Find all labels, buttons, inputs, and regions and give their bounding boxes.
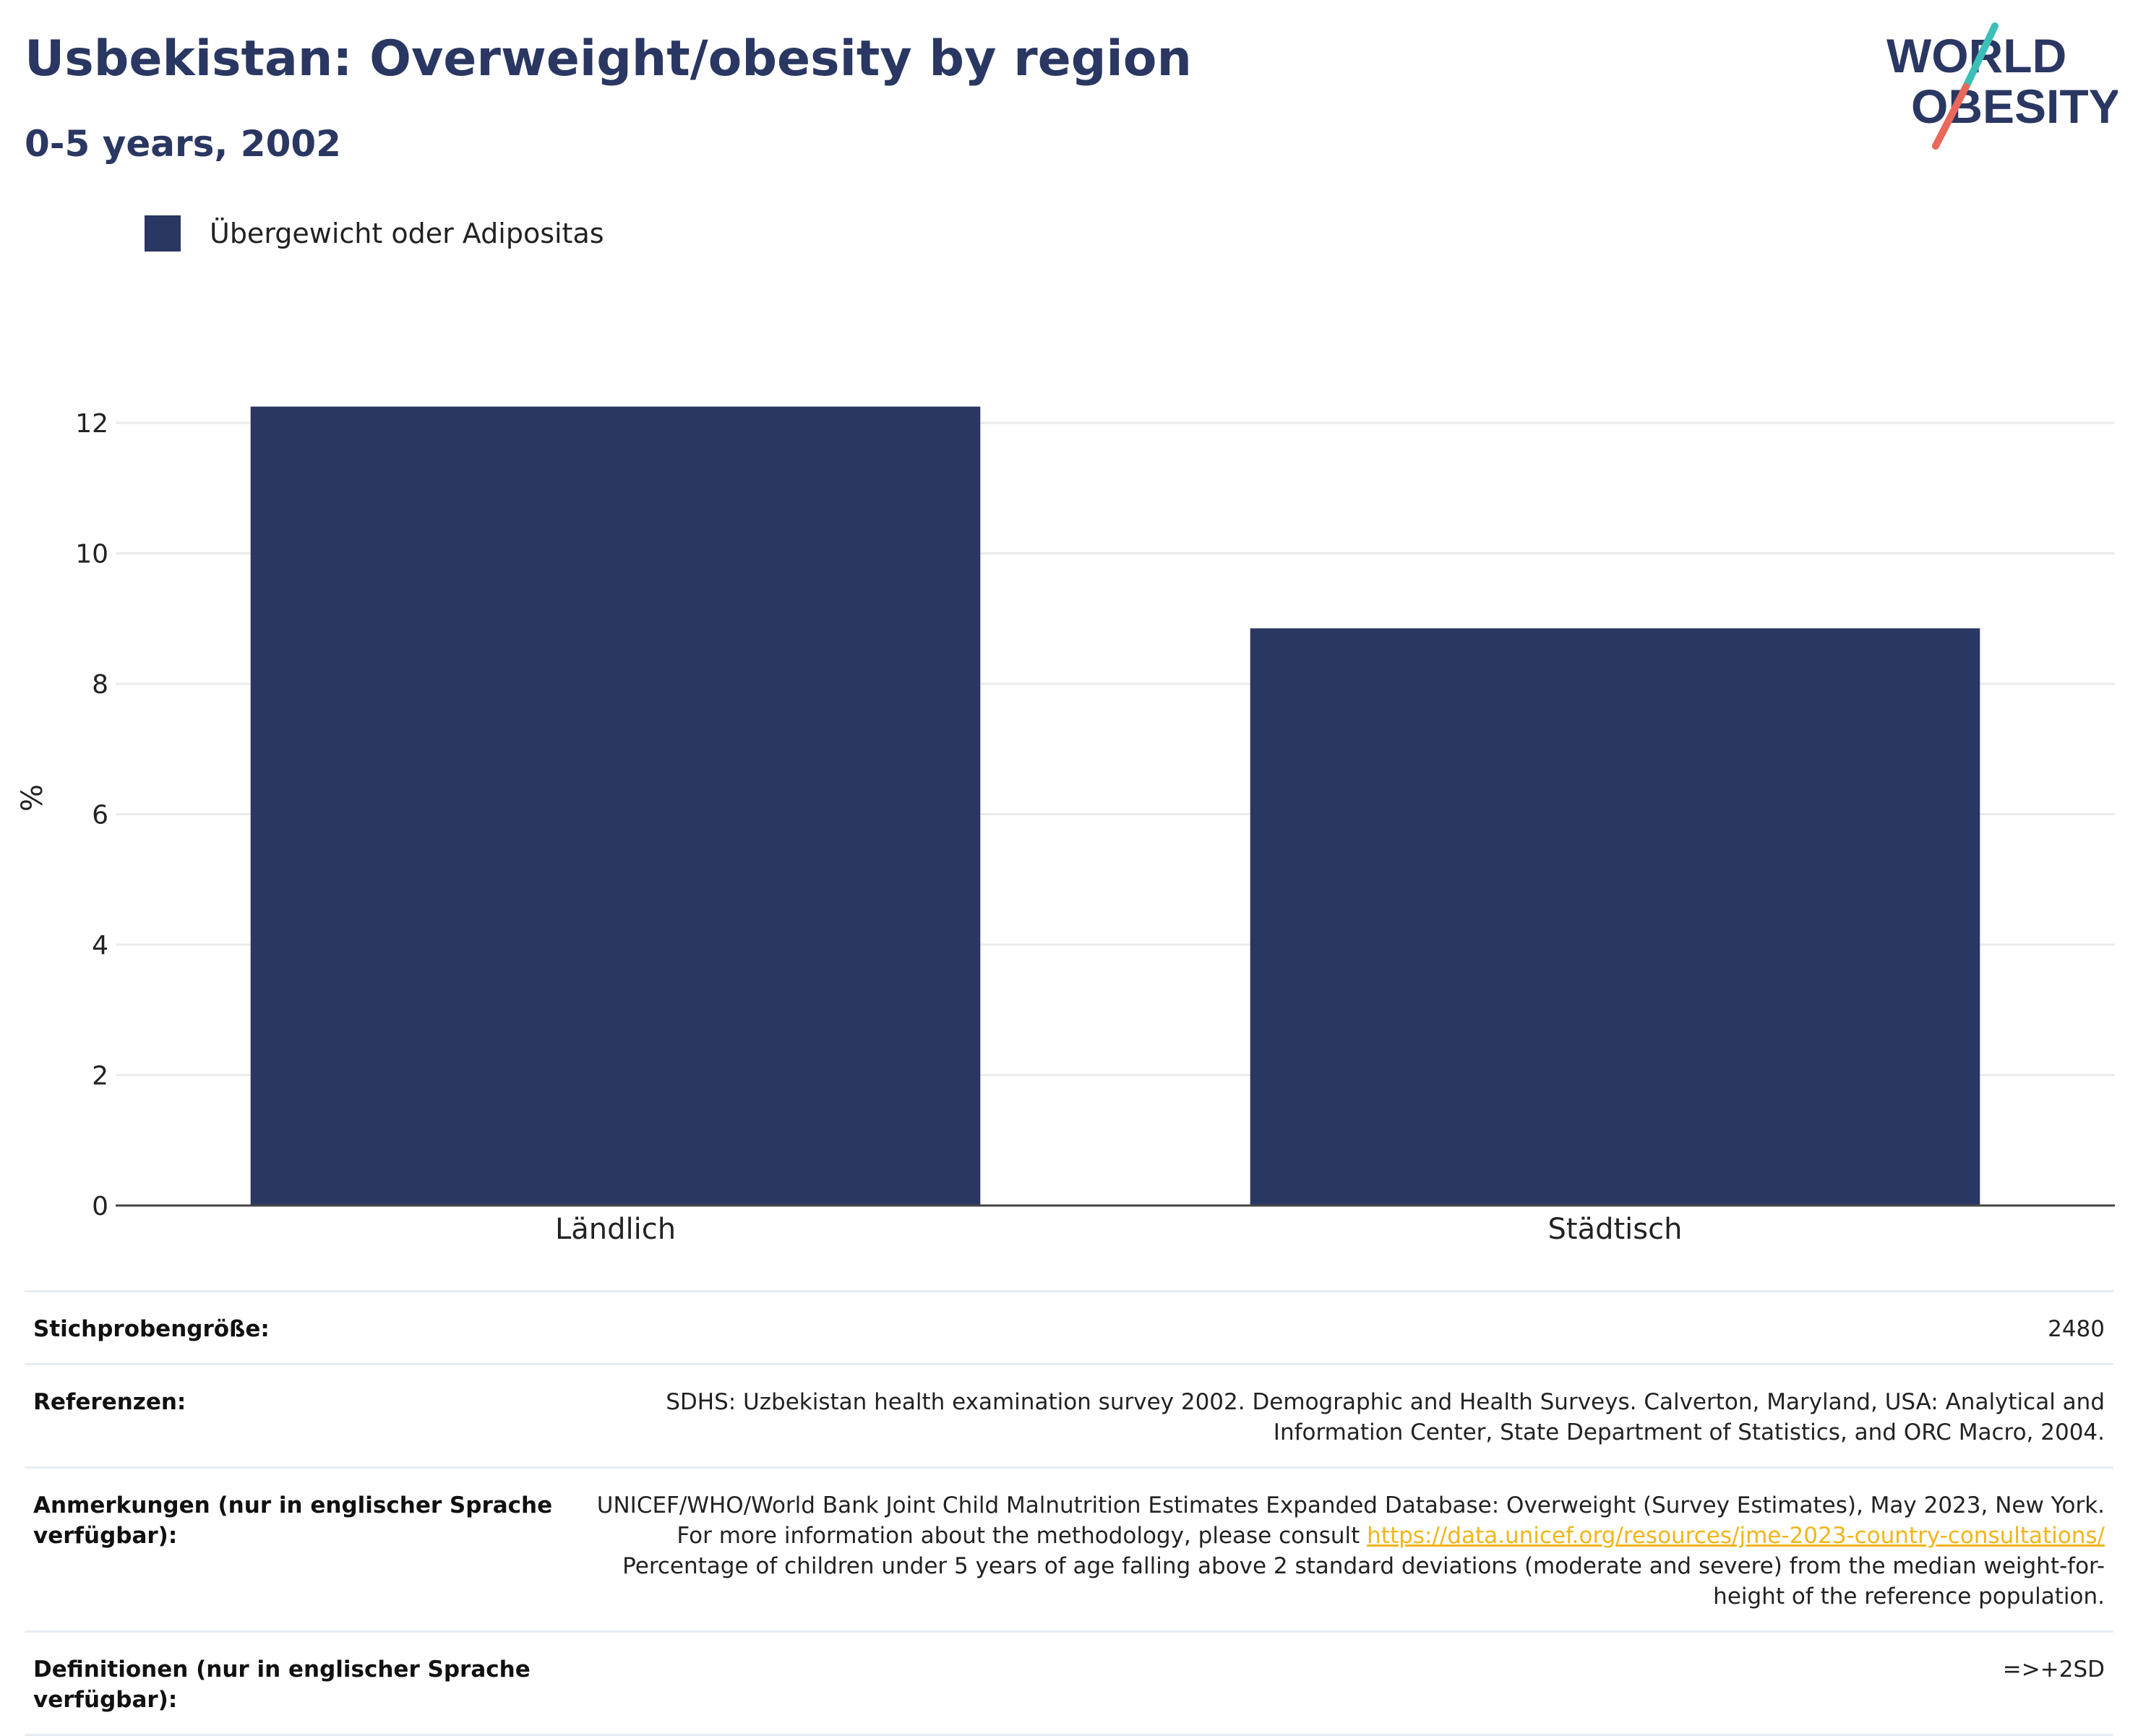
y-tick-labels: 0 2 4 6 8 10 12 — [75, 409, 108, 1221]
logo-slash-bottom — [1932, 83, 1970, 150]
bar-chart: 0 2 4 6 8 10 12 Ländlich Städtisch % — [16, 406, 2115, 1246]
notes-label: Anmerkungen (nur in englischer Sprache v… — [33, 1492, 553, 1549]
references-value: SDHS: Uzbekistan health examination surv… — [666, 1389, 2105, 1445]
references-label: Referenzen: — [33, 1389, 186, 1415]
info-row-references: Referenzen: SDHS: Uzbekistan health exam… — [25, 1365, 2113, 1469]
y-tick-label: 12 — [75, 409, 108, 439]
chart-subtitle: 0-5 years, 2002 — [25, 123, 341, 165]
legend-swatch[interactable] — [145, 215, 181, 252]
x-tick-label: Ländlich — [555, 1213, 676, 1246]
notes-value: UNICEF/WHO/World Bank Joint Child Malnut… — [554, 1490, 2105, 1612]
info-table: Stichprobengröße: 2480 Referenzen: SDHS:… — [25, 1290, 2113, 1736]
legend-label[interactable]: Übergewicht oder Adipositas — [210, 218, 604, 249]
notes-link[interactable]: https://data.unicef.org/resources/jme-20… — [1367, 1523, 2105, 1549]
notes-text-before: UNICEF/WHO/World Bank Joint Child Malnut… — [596, 1492, 2105, 1549]
x-tick-label: Städtisch — [1548, 1213, 1683, 1246]
definitions-value: =>+2SD — [2002, 1656, 2105, 1683]
info-row-notes: Anmerkungen (nur in englischer Sprache v… — [25, 1469, 2113, 1633]
y-tick-label: 4 — [92, 931, 108, 961]
logo-slash-top — [1962, 22, 1999, 90]
info-row-sample-size: Stichprobengröße: 2480 — [25, 1292, 2113, 1365]
world-obesity-logo: WORLD OBESITY — [1886, 22, 2118, 150]
y-tick-label: 6 — [92, 801, 108, 830]
y-tick-label: 10 — [75, 540, 108, 570]
notes-text-after: Percentage of children under 5 years of … — [622, 1553, 2105, 1610]
definitions-label: Definitionen (nur in englischer Sprache … — [33, 1656, 531, 1713]
logo-line1: WORLD — [1886, 29, 2066, 82]
y-tick-label: 8 — [92, 670, 108, 700]
sample-size-value: 2480 — [2048, 1316, 2105, 1342]
bars — [250, 406, 1980, 1206]
legend: Übergewicht oder Adipositas — [145, 213, 604, 254]
bar-1[interactable] — [250, 406, 981, 1206]
y-tick-label: 0 — [92, 1192, 108, 1221]
chart-title: Usbekistan: Overweight/obesity by region — [25, 30, 1192, 87]
y-tick-label: 2 — [92, 1062, 108, 1091]
sample-size-label: Stichprobengröße: — [33, 1316, 270, 1342]
y-axis-title: % — [16, 784, 49, 812]
bar-2[interactable] — [1250, 628, 1980, 1206]
x-tick-labels: Ländlich Städtisch — [555, 1213, 1683, 1246]
